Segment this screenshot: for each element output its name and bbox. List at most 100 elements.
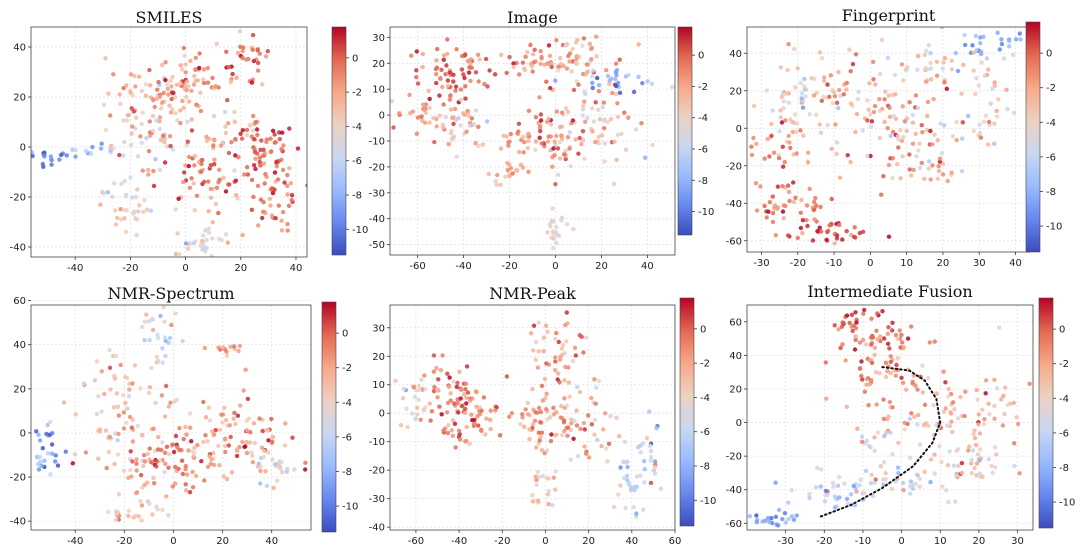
scatter-point (905, 65, 910, 70)
scatter-point (888, 359, 893, 365)
scatter-point (856, 89, 861, 95)
scatter-point (262, 151, 267, 156)
scatter-point (35, 462, 41, 467)
scatter-point (526, 169, 531, 174)
scatter-point (419, 114, 424, 119)
scatter-point (50, 431, 55, 436)
scatter-point (825, 122, 830, 128)
scatter-point (851, 323, 857, 328)
scatter-point (522, 66, 527, 71)
scatter-point (608, 116, 614, 122)
scatter-point (917, 484, 922, 489)
scatter-point (800, 105, 806, 110)
scatter-point (466, 113, 471, 119)
scatter-point (845, 501, 850, 506)
scatter-point (268, 136, 273, 141)
scatter-point (905, 336, 911, 341)
scatter-point (559, 133, 564, 138)
scatter-point (780, 184, 785, 189)
scatter-point (837, 222, 842, 228)
scatter-point (949, 67, 954, 72)
y-tick-label: -40 (726, 199, 742, 210)
scatter-point (888, 354, 893, 359)
scatter-point (551, 236, 556, 241)
scatter-point (200, 240, 206, 245)
scatter-point (523, 407, 528, 412)
scatter-point (544, 391, 549, 396)
scatter-point (112, 373, 117, 379)
scatter-point (159, 393, 165, 398)
scatter-point (414, 75, 419, 80)
scatter-point (649, 454, 654, 460)
scatter-point (536, 349, 541, 354)
scatter-point (206, 226, 211, 231)
scatter-point (872, 104, 878, 109)
scatter-point (860, 377, 865, 382)
scatter-point (997, 47, 1002, 52)
scatter-point (510, 171, 515, 176)
scatter-point (520, 415, 525, 420)
scatter-point (253, 119, 258, 125)
scatter-point (266, 438, 271, 443)
scatter-point (553, 182, 558, 187)
scatter-point (250, 47, 255, 52)
scatter-point (150, 113, 156, 119)
scatter-point (581, 103, 586, 108)
scatter-point (473, 70, 479, 75)
scatter-point (445, 37, 450, 42)
scatter-point (151, 97, 156, 102)
scatter-point (869, 378, 874, 383)
scatter-point (420, 51, 425, 57)
scatter-point (234, 453, 240, 459)
scatter-plot: -60 -40 -20 0 20 40-50-40-30-20-1001020300-2-… (369, 26, 714, 272)
scatter-point (173, 311, 178, 316)
colorbar-tick-label: 0 (1059, 325, 1065, 336)
scatter-point (648, 448, 654, 454)
scatter-point (410, 411, 415, 416)
scatter-point (286, 203, 292, 208)
scatter-point (175, 231, 180, 236)
scatter-point (896, 137, 901, 142)
y-tick-label: 0 (20, 428, 26, 439)
scatter-point (508, 166, 514, 171)
scatter-point (305, 183, 307, 188)
scatter-point (166, 92, 171, 97)
scatter-point (925, 376, 931, 381)
scatter-point (786, 183, 791, 188)
colorbar-tick-label: -4 (698, 113, 708, 124)
scatter-point (857, 366, 863, 371)
scatter-point (165, 82, 170, 87)
scatter-point (770, 210, 776, 216)
scatter-point (280, 167, 286, 173)
scatter-point (180, 98, 185, 104)
scatter-point (191, 454, 196, 459)
scatter-point (148, 133, 153, 138)
scatter-point (453, 445, 458, 450)
scatter-point (568, 164, 573, 169)
scatter-point (602, 117, 607, 122)
scatter-point (854, 320, 859, 325)
scatter-point (525, 145, 530, 151)
scatter-point (888, 133, 893, 138)
scatter-point (217, 463, 222, 468)
scatter-point (793, 195, 798, 200)
scatter-point (615, 132, 621, 138)
scatter-point (865, 98, 870, 103)
scatter-point (973, 91, 978, 97)
scatter-point (34, 429, 39, 434)
scatter-point (593, 139, 598, 145)
scatter-point (834, 140, 840, 145)
scatter-point (212, 432, 217, 437)
x-tick-label: 20 (595, 261, 608, 272)
scatter-point (107, 347, 112, 353)
scatter-point (785, 233, 791, 238)
scatter-point (217, 177, 222, 183)
scatter-point (31, 154, 32, 157)
scatter-point (451, 121, 456, 127)
scatter-point (890, 452, 895, 457)
scatter-point (778, 115, 783, 120)
scatter-point (883, 471, 888, 476)
scatter-point (219, 412, 224, 417)
scatter-point (828, 73, 833, 78)
scatter-point (786, 91, 791, 96)
